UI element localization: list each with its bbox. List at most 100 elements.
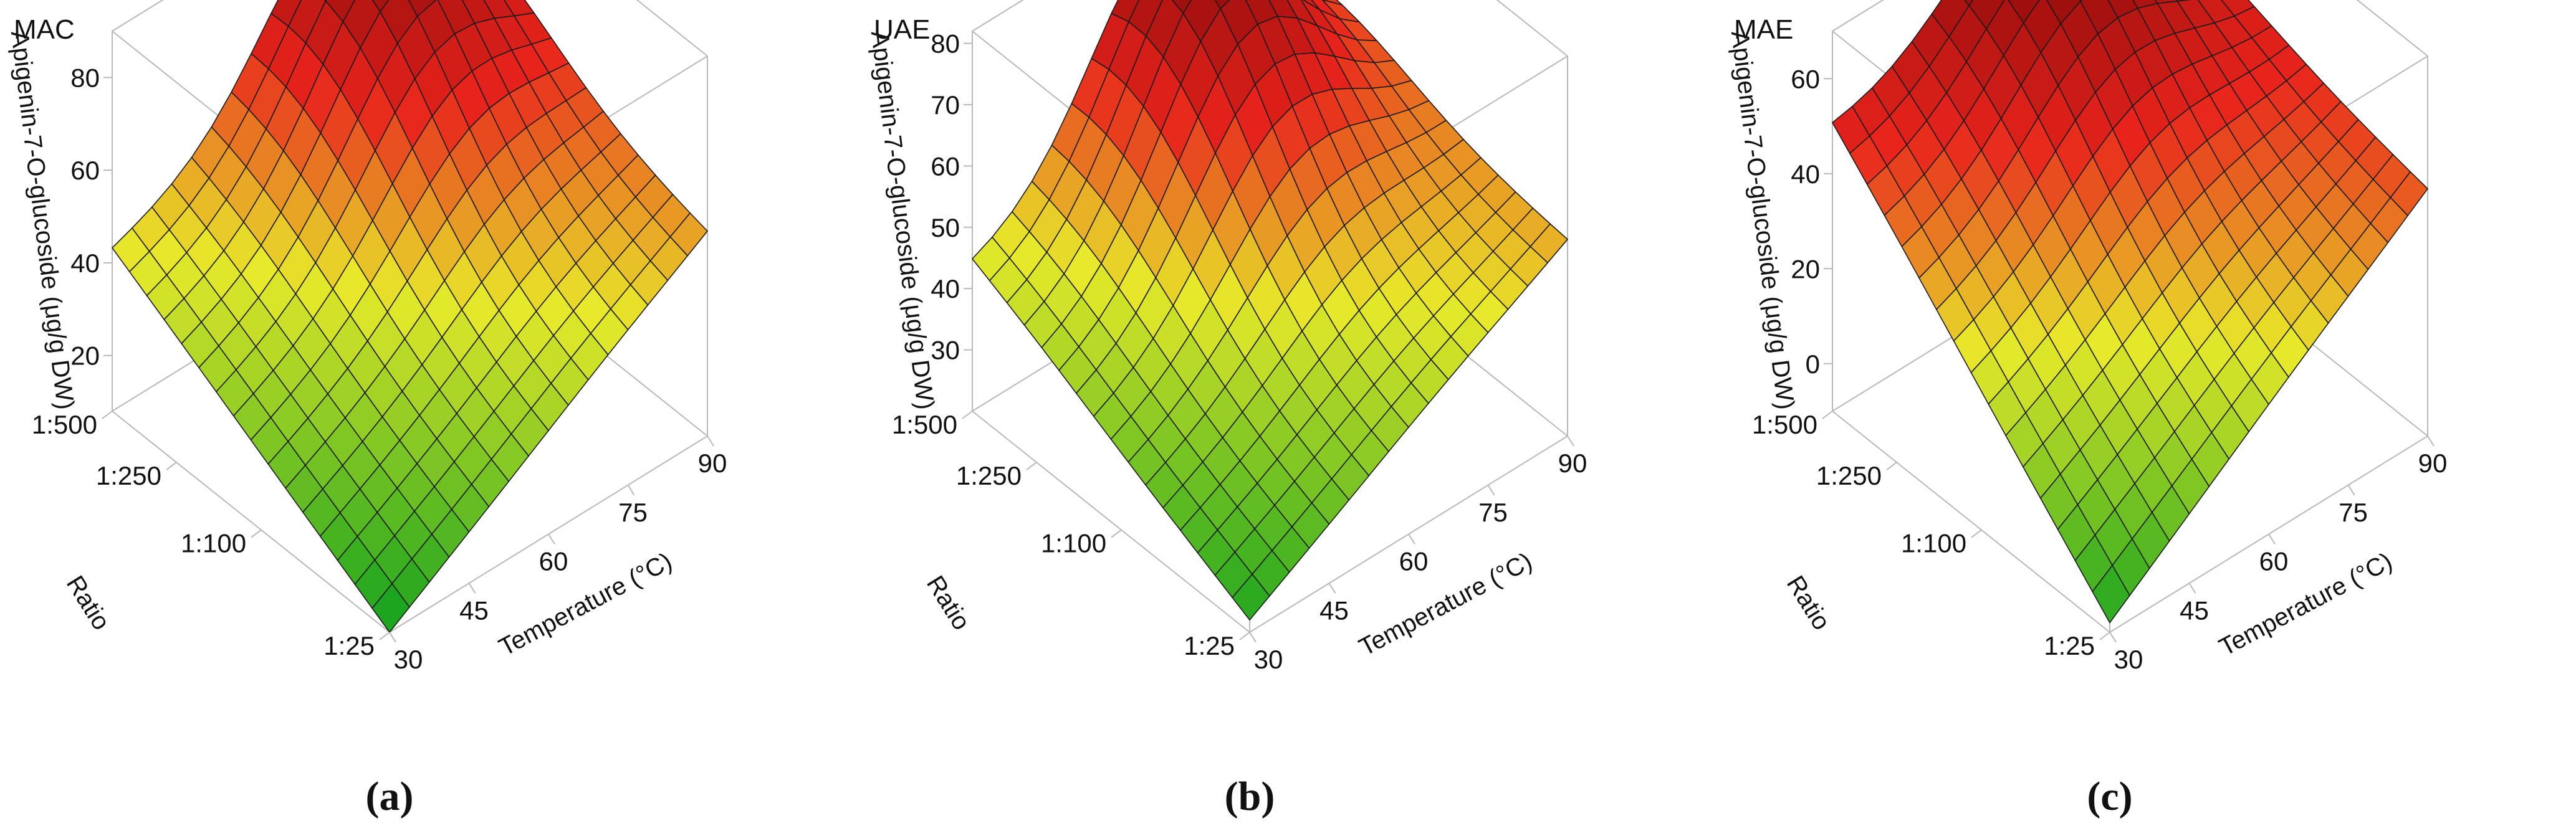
temperature-tick-label: 30 [394,645,423,674]
temperature-tick-label: 75 [618,498,648,527]
ratio-tick [1822,411,1833,419]
surface-cell [371,583,410,633]
box-edge [1496,0,1568,57]
temperature-tick-label: 30 [2114,645,2143,674]
ratio-tick-label: 1:500 [1752,410,1817,439]
temperature-tick [2109,632,2117,643]
chart-title: MAE [1734,14,1793,45]
temperature-tick [2427,435,2435,447]
ratio-tick-label: 1:250 [96,461,161,490]
box-edge [972,411,1250,633]
ratio-tick [1886,462,1897,470]
surface-cell [371,0,390,12]
surface-cell [2092,564,2130,624]
temperature-tick-label: 60 [539,547,568,576]
ratio-tick-label: 1:250 [956,461,1022,490]
temperature-tick [548,533,555,545]
z-tick-label: 60 [70,156,100,185]
z-tick-label: 40 [931,274,960,303]
z-tick-label: 60 [931,151,960,181]
temperature-tick-label: 90 [698,449,727,478]
temperature-tick-label: 60 [1399,547,1429,576]
ratio-tick [1026,462,1037,470]
temperature-tick-label: 30 [1254,645,1283,674]
box-edge [2356,0,2428,57]
temperature-tick-label: 45 [2180,596,2209,625]
ratio-tick [251,529,262,538]
temperature-tick-label: 90 [1558,449,1587,478]
temperature-tick-label: 45 [459,596,489,625]
surface-cell [1171,0,1192,14]
chart-title: UAE [874,14,930,45]
box-edge [636,0,708,57]
temperature-tick-label: 60 [2259,547,2289,576]
temperature-tick-label: 45 [1319,596,1349,625]
ratio-tick-label: 1:250 [1816,461,1882,490]
panel-caption: (b) [1225,774,1275,819]
ratio-tick [166,462,177,470]
chart-title: MAC [14,14,75,45]
ratio-tick-label: 1:100 [1901,529,1966,558]
temperature-tick-label: 75 [2339,498,2368,527]
ratio-tick [1239,632,1250,640]
ratio-tick [102,411,113,419]
temperature-tick [2268,533,2276,545]
box-edge [112,411,390,633]
panel-caption: (a) [366,774,414,819]
ratio-tick [962,411,973,419]
temperature-axis-label: Temperature (°C) [494,548,676,662]
ratio-tick-label: 1:25 [323,631,375,660]
temperature-tick [1487,485,1495,496]
z-tick-label: 40 [1791,159,1820,189]
z-tick-label: 50 [931,213,960,242]
z-tick-label: 60 [1791,64,1820,93]
ratio-tick-label: 1:25 [1184,631,1235,660]
ratio-tick-label: 1:100 [1041,529,1106,558]
z-tick-label: 20 [70,341,100,371]
z-tick-label: 40 [70,249,100,278]
ratio-axis-label: Ratio [921,571,975,635]
ratio-tick-label: 1:500 [892,410,957,439]
temperature-axis-label: Temperature (°C) [2214,548,2396,662]
ratio-tick [2099,632,2110,640]
ratio-tick-label: 1:25 [2044,631,2095,660]
z-tick-label: 70 [931,90,960,120]
temperature-tick [2188,582,2196,594]
temperature-tick-label: 90 [2418,449,2448,478]
temperature-tick-label: 75 [1478,498,1508,527]
z-axis-label: Apigenin-7-O-glucoside (μg/g DW) [1726,29,1799,411]
ratio-tick [1111,529,1122,538]
surface-mesh [1832,0,2428,624]
z-tick-label: 20 [1791,254,1820,283]
ratio-axis-label: Ratio [61,571,115,635]
temperature-axis-label: Temperature (°C) [1354,548,1536,662]
ratio-tick [379,632,390,640]
z-axis-label: Apigenin-7-O-glucoside (μg/g DW) [866,29,939,411]
surface-mesh [972,0,1568,621]
temperature-tick [1328,582,1336,594]
temperature-tick [707,435,714,447]
z-tick-label: 0 [1806,349,1820,379]
temperature-tick [1249,632,1257,643]
panel-caption: (c) [2087,774,2132,819]
temperature-tick [627,485,635,496]
surface-cell [1963,0,1973,6]
box-edge [1832,411,2110,633]
surface-cell [1232,573,1270,621]
ratio-axis-label: Ratio [1781,571,1836,635]
temperature-tick [389,632,396,643]
z-tick-label: 30 [931,336,960,365]
temperature-tick [1567,435,1574,447]
temperature-tick [468,582,476,594]
ratio-tick [1971,529,1982,538]
temperature-tick [1408,533,1415,545]
surface-mesh [112,0,708,633]
